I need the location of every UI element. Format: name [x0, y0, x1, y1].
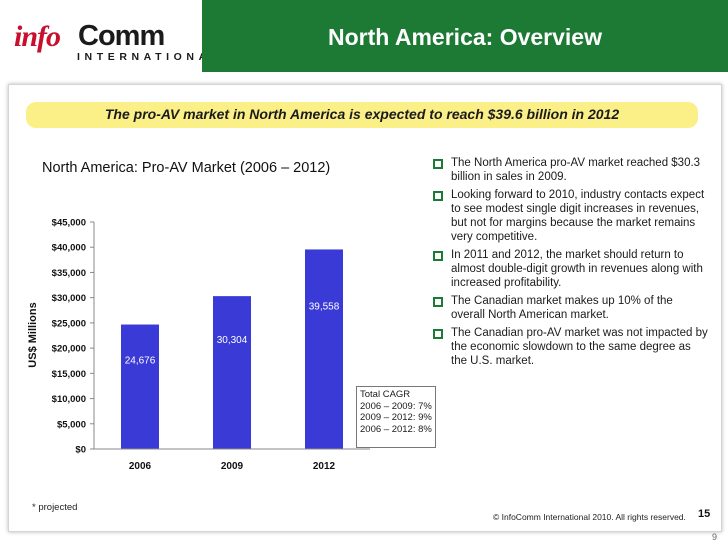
cagr-box: Total CAGR 2006 – 2009: 7% 2009 – 2012: … [356, 386, 436, 448]
square-bullet-icon [433, 329, 443, 339]
y-tick-label: $45,000 [52, 218, 86, 229]
square-bullet-icon [433, 191, 443, 201]
y-tick-label: $30,000 [52, 293, 86, 304]
x-tick-label: 2012 [313, 461, 336, 472]
bar-value-label: 30,304 [217, 335, 248, 346]
cagr-line: 2006 – 2009: 7% [360, 400, 432, 412]
bullet-item: Looking forward to 2010, industry contac… [432, 188, 708, 244]
cagr-line: 2006 – 2012: 8% [360, 423, 432, 435]
title-bar: North America: Overview [202, 0, 728, 72]
bullet-item: The North America pro-AV market reached … [432, 156, 708, 184]
headline-text: The pro-AV market in North America is ex… [104, 106, 620, 122]
bullet-text: The Canadian market makes up 10% of the … [451, 295, 673, 321]
y-tick-label: $35,000 [52, 268, 86, 279]
infocomm-logo: info Comm INTERNATIONAL® [0, 0, 230, 72]
cagr-line: 2009 – 2012: 9% [360, 412, 432, 423]
logo-info-text: info [14, 20, 61, 53]
bullet-item: The Canadian pro-AV market was not impac… [432, 326, 708, 368]
y-tick-label: $10,000 [52, 394, 86, 405]
page-number: 9 [712, 532, 718, 542]
bullet-list: The North America pro-AV market reached … [432, 156, 708, 372]
content-panel [8, 84, 722, 532]
logo-comm-text: Comm [78, 20, 165, 52]
header: info Comm INTERNATIONAL® North America: … [0, 0, 728, 72]
bar-2012 [305, 249, 343, 449]
bar-value-label: 24,676 [125, 355, 156, 366]
square-bullet-icon [433, 297, 443, 307]
chart-title: North America: Pro-AV Market (2006 – 201… [42, 160, 331, 176]
bullet-text: The Canadian pro-AV market was not impac… [451, 327, 708, 367]
bar-2009 [213, 296, 251, 449]
bullet-item: In 2011 and 2012, the market should retu… [432, 248, 708, 290]
x-tick-label: 2009 [221, 461, 244, 472]
y-tick-label: $40,000 [52, 243, 86, 254]
square-bullet-icon [433, 251, 443, 261]
bullet-text: In 2011 and 2012, the market should retu… [451, 249, 703, 289]
headline-banner: The pro-AV market in North America is ex… [26, 102, 698, 128]
bullet-text: The North America pro-AV market reached … [451, 157, 701, 183]
bullet-item: The Canadian market makes up 10% of the … [432, 294, 708, 322]
x-tick-label: 2006 [129, 461, 152, 472]
y-axis: $0 $5,000 $10,000 $15,000 $20,000 $25,000 $30,… [52, 218, 95, 456]
x-axis: 2006 2009 2012 [94, 448, 370, 472]
y-tick-label: $0 [75, 445, 86, 456]
logo-international-text: INTERNATIONAL® [77, 51, 235, 63]
y-axis-label: US$ Millions [27, 302, 39, 367]
y-tick-label: $15,000 [52, 369, 86, 380]
bars: 24,676 30,304 39,558 [121, 249, 343, 449]
bar-2006 [121, 324, 159, 449]
bar-value-label: 39,558 [309, 301, 340, 312]
copyright-text: © InfoComm International 2010. All right… [493, 512, 686, 522]
y-tick-label: $5,000 [57, 419, 86, 430]
cagr-title: Total CAGR [360, 389, 411, 400]
square-bullet-icon [433, 159, 443, 169]
footnote-projected: * projected [32, 502, 78, 513]
y-tick-label: $20,000 [52, 344, 86, 355]
slide-title: North America: Overview [328, 24, 602, 50]
y-tick-label: $25,000 [52, 318, 86, 329]
bullet-text: Looking forward to 2010, industry contac… [451, 189, 705, 243]
slide-number: 15 [698, 508, 711, 520]
